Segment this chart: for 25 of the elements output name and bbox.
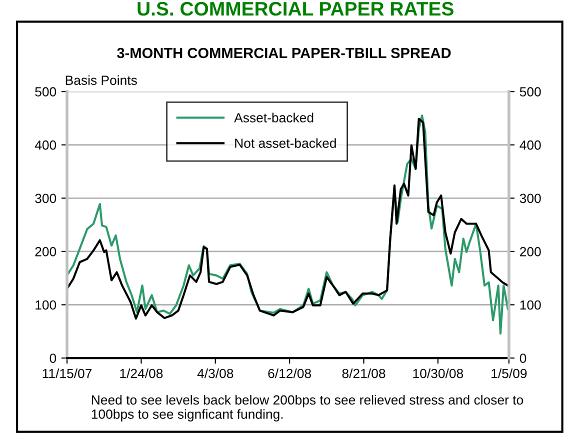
y2-tick-label: 100 xyxy=(520,300,541,310)
x-tick-label: 10/30/08 xyxy=(413,368,464,378)
y-tick-label: 400 xyxy=(34,140,56,150)
y-tick-label: 500 xyxy=(35,87,56,96)
y-axis-title: Basis Points xyxy=(66,75,137,85)
y-tick-label: 300 xyxy=(35,194,56,204)
y2-tick-label: 300 xyxy=(520,194,541,204)
y2-tick-label: 500 xyxy=(520,87,541,96)
x-tick-label: 1/5/09 xyxy=(492,368,527,378)
legend-label: Asset-backed xyxy=(234,112,314,122)
y2-tick-label: 200 xyxy=(520,247,541,256)
y-tick-label: 200 xyxy=(35,247,56,256)
x-tick-label: 11/15/07 xyxy=(42,368,92,378)
x-tick-label: 8/21/08 xyxy=(342,368,386,378)
y2-tick-label: 0 xyxy=(520,354,526,363)
legend-label: Not asset-backed xyxy=(235,138,336,148)
y-tick-label: 100 xyxy=(36,300,56,310)
text: Need to see levels back below 200bps to see relieved stress and closer to 100bps to see signficant funding. xyxy=(92,394,524,422)
y2-tick-label: 400 xyxy=(520,140,541,150)
x-tick-label: 6/12/08 xyxy=(268,368,312,378)
x-tick-label: 1/24/08 xyxy=(120,368,163,378)
x-tick-label: 4/3/08 xyxy=(197,368,234,378)
chart-title: U.S. COMMERCIAL PAPER RATES xyxy=(138,2,454,16)
chart-subtitle: 3-MONTH COMMERCIAL PAPER-TBILL SPREAD xyxy=(117,48,451,58)
y-tick-label: 0 xyxy=(50,354,56,363)
